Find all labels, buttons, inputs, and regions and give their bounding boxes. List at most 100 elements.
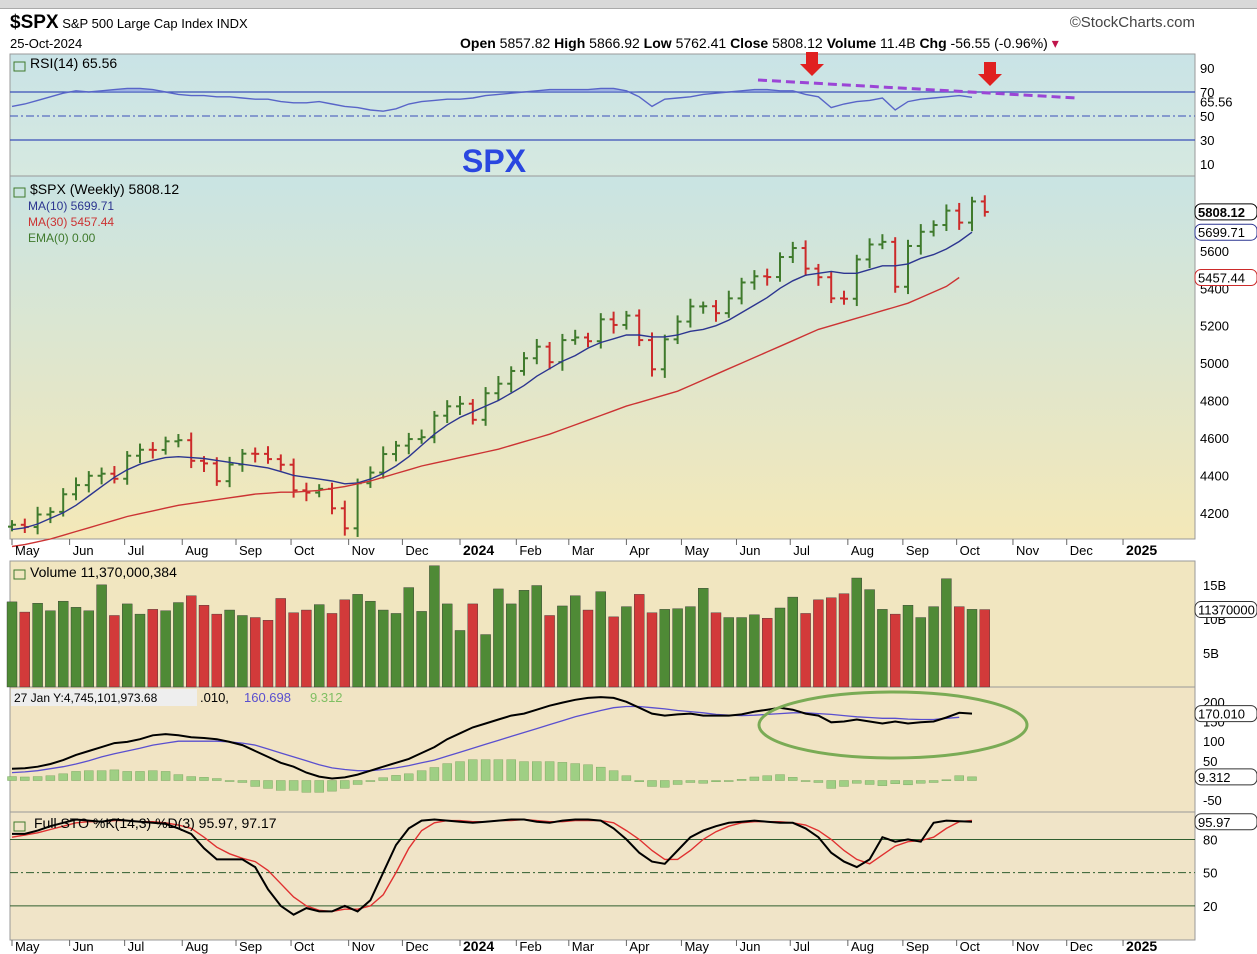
macd-histogram-bar (903, 780, 913, 786)
volume-bar (838, 593, 850, 688)
volume-bar (570, 595, 581, 688)
volume-label: Volume 11,370,000,384 (30, 564, 177, 580)
macd-histogram-bar (224, 780, 235, 782)
chart-header: $SPX S&P 500 Large Cap Index INDX (10, 12, 248, 34)
macd-histogram-bar (621, 775, 632, 781)
legend-ma10: MA(10) 5699.71 (28, 199, 114, 213)
x-axis-label: Jul (793, 543, 810, 558)
sto-tick-label: 20 (1203, 899, 1217, 914)
macd-histogram-bar (442, 763, 452, 781)
ma10-line (11, 231, 973, 531)
volume-bar (45, 610, 56, 688)
sell-arrow-icon (800, 52, 824, 76)
macd-histogram-bar (736, 779, 747, 781)
volume-bar (83, 610, 95, 688)
x-axis-label: Aug (851, 543, 874, 558)
macd-histogram-bar (519, 761, 529, 781)
price-tick-label: 4200 (1200, 506, 1229, 521)
volume-bar (442, 603, 453, 688)
volume-bar (851, 577, 862, 688)
macd-histogram-bar (967, 776, 977, 781)
annotation-title: SPX (462, 143, 527, 179)
macd-tag-box (1194, 705, 1257, 723)
low-value: 5762.41 (675, 35, 727, 51)
x-axis-label-bottom: Feb (519, 939, 541, 954)
x-axis-label: Jun (73, 543, 94, 558)
macd-histogram-bar (596, 766, 606, 781)
volume-bar (621, 606, 632, 688)
volume-bar (813, 599, 824, 688)
volume-bar (800, 613, 811, 688)
volume-tick-label: 15B (1203, 578, 1226, 593)
price-tag-box (1194, 203, 1257, 221)
high-label: High (554, 35, 586, 51)
x-axis-label-bottom: Nov (352, 939, 376, 954)
rsi-tick-label: 10 (1200, 157, 1214, 172)
price-tick-label: 5600 (1200, 244, 1229, 259)
x-axis-label: Feb (519, 543, 541, 558)
macd-tick-label: -50 (1203, 793, 1222, 808)
volume-bar (96, 584, 107, 688)
x-axis-label: Jun (739, 543, 760, 558)
macd-histogram-bar (928, 780, 939, 783)
volume-bar (787, 596, 798, 688)
brand-logo: ©StockCharts.com (1069, 14, 1195, 31)
x-axis-label: Apr (629, 543, 650, 558)
macd-histogram-bar (301, 780, 312, 793)
volume-bar (480, 634, 491, 688)
macd-histogram-bar (314, 780, 324, 793)
volume-bar (531, 585, 542, 688)
macd-histogram-bar (570, 763, 580, 781)
ohlc-readout: Open 5857.82 High 5866.92 Low 5762.41 Cl… (460, 35, 1059, 52)
x-axis-label-bottom: Sep (239, 939, 262, 954)
volume-bar (416, 611, 427, 688)
x-axis-label: Mar (572, 543, 595, 558)
macd-histogram-bar (173, 774, 184, 781)
macd-histogram-bar (263, 780, 273, 789)
volume-bar (467, 603, 478, 688)
sell-arrow-icon (978, 62, 1002, 86)
x-axis-label-bottom: Aug (185, 939, 208, 954)
volume-bar (877, 609, 888, 688)
x-axis-label-bottom: Aug (851, 939, 874, 954)
macd-histogram-bar (608, 770, 619, 781)
volume-bar (249, 617, 261, 688)
volume-bar (979, 609, 990, 688)
macd-histogram-bar (724, 780, 734, 782)
x-axis-label: Dec (1070, 543, 1094, 558)
macd-histogram-bar (391, 775, 401, 781)
macd-histogram-bar (429, 767, 440, 781)
macd-histogram-bar (135, 771, 145, 781)
x-axis-label: Oct (294, 543, 315, 558)
macd-tag: 9.312 (1198, 770, 1231, 785)
macd-histogram-bar (954, 775, 964, 781)
macd-histogram-bar (480, 759, 491, 781)
macd-histogram-bar (416, 770, 427, 781)
volume-bar (352, 594, 363, 688)
macd-histogram-bar (800, 780, 811, 782)
price-tick-label: 4400 (1200, 468, 1229, 483)
macd-histogram-bar (864, 780, 875, 785)
exchange: INDX (216, 16, 248, 31)
macd-histogram-bar (544, 761, 555, 781)
volume-bar (403, 587, 414, 688)
macd-histogram-bar (20, 776, 30, 781)
high-value: 5866.92 (589, 35, 640, 51)
price-tick-label: 5200 (1200, 319, 1229, 334)
volume-bar (365, 600, 376, 688)
volume-bar (211, 613, 223, 688)
volume-bar (326, 613, 338, 688)
crosshair-readout: 27 Jan Y:4,745,101,973.68 (14, 691, 158, 705)
macd-histogram-bar (877, 780, 888, 786)
macd-histogram-bar (45, 775, 56, 781)
chg-value: -56.55 (-0.96%) (950, 35, 1048, 51)
x-axis-label-bottom: Jun (739, 939, 760, 954)
price-tick-label: 4600 (1200, 431, 1229, 446)
macd-histogram-bar (7, 776, 17, 781)
macd-histogram-bar (96, 770, 107, 781)
macd-histogram-bar (493, 759, 504, 781)
volume-value: 11.4B (880, 35, 916, 51)
x-axis-label-bottom: Dec (1070, 939, 1094, 954)
price-title: $SPX (Weekly) 5808.12 (30, 181, 179, 197)
macd-histogram-bar (288, 780, 299, 791)
